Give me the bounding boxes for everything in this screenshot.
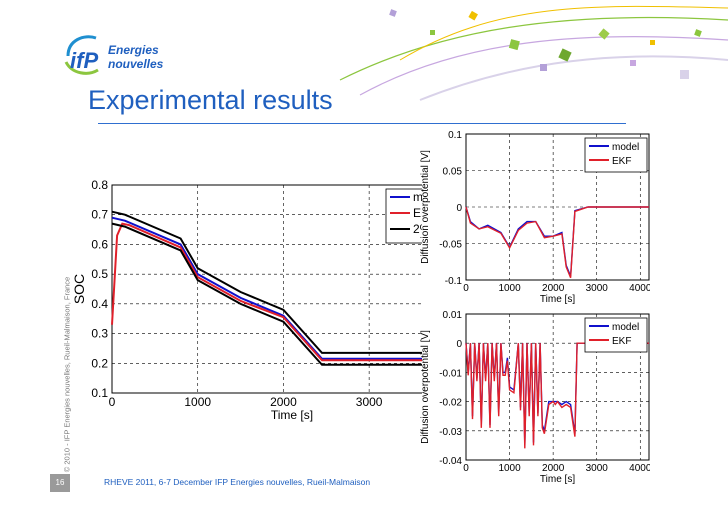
x-axis-label: Time [s] [540,294,575,305]
x-tick-label: 3000 [356,395,383,409]
decorative-swirl [339,5,728,101]
legend-entry: EKF [413,206,422,220]
x-axis-label: Time [s] [540,474,575,485]
ifp-logo: ifP Energies nouvelles [64,35,164,75]
x-tick-label: 3000 [586,463,609,474]
x-tick-label: 4000 [629,283,650,294]
plot-area [111,184,422,394]
y-tick-label: 0.1 [448,130,462,141]
legend-box [584,317,648,353]
y-tick-label: 0.1 [91,386,108,400]
x-tick-label: 3000 [586,283,609,294]
page-number: 16 [50,474,70,492]
legend-entry: model [413,190,422,204]
x-tick-label: 2000 [542,283,565,294]
y-tick-label: -0.01 [439,368,462,379]
series-line [111,222,422,366]
x-tick-label: 0 [463,463,469,474]
logo-line2: nouvelles [108,57,164,71]
soc-chart: 010002000300040000.10.20.30.40.50.60.70.… [71,178,422,422]
series-line [111,210,422,354]
y-tick-label: 0 [456,203,462,214]
legend-entry: EKF [612,156,631,167]
legend-box [584,137,648,173]
series-line [111,216,422,360]
y-tick-label: -0.03 [439,427,462,438]
x-tick-label: 2000 [270,395,297,409]
x-tick-label: 0 [463,283,469,294]
series-line [111,222,422,362]
x-tick-label: 0 [109,395,116,409]
x-tick-label: 1000 [498,463,521,474]
x-axis-label: Time [s] [271,408,313,422]
y-tick-label: 0 [456,339,462,350]
series-line [465,342,649,449]
y-axis-label: Diffusion overpotential [V] [420,150,431,264]
y-tick-label: 0.5 [91,267,108,281]
y-tick-label: -0.04 [439,456,462,467]
diffusion-chart-top: 0 1000 2000 3000 4000 -0.1 -0.05 0 0.05 0.1 Time [… [420,130,650,305]
legend-entry: model [612,322,639,333]
x-tick-label: 4000 [629,463,650,474]
legend-entry: model [612,142,639,153]
footer-text: RHEVE 2011, 6-7 December IFP Energies no… [104,477,371,487]
y-tick-label: 0.01 [443,310,463,321]
title-divider [98,123,626,124]
y-tick-label: -0.05 [439,240,462,251]
y-tick-label: 0.3 [91,327,108,341]
legend-entry: 2% error [413,222,422,236]
y-tick-label: 0.7 [91,208,108,222]
logo-swirl-icon [64,35,99,75]
x-tick-label: 1000 [184,395,211,409]
series-line [465,206,649,279]
y-tick-label: 0.4 [91,297,108,311]
y-tick-label: 0.05 [443,167,463,178]
y-tick-label: -0.02 [439,398,462,409]
logo-letters: ifP [70,48,98,73]
diffusion-chart-bottom: 0 1000 2000 3000 4000 -0.04 -0.03 -0.02 -0.01 0 0.… [420,310,650,485]
y-axis-label: Diffusion overpotential [V] [420,330,431,444]
legend-entry: EKF [612,336,631,347]
y-tick-label: -0.1 [445,276,463,287]
x-tick-label: 2000 [542,463,565,474]
y-axis-label: SOC [71,274,87,304]
y-tick-label: 0.2 [91,356,108,370]
page-title: Experimental results [88,85,333,115]
y-tick-label: 0.8 [91,178,108,192]
logo-line1: Energies [108,43,159,57]
x-tick-label: 1000 [498,283,521,294]
y-tick-label: 0.6 [91,237,108,251]
